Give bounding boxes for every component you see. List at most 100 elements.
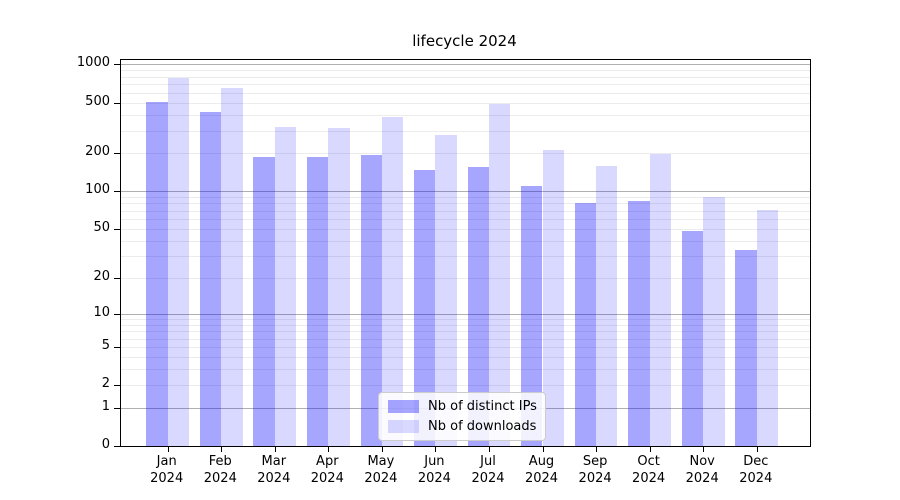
bar-distinct-ips-aug (521, 185, 543, 446)
x-tick-mark (328, 446, 330, 452)
x-tick-label: Sep 2024 (563, 453, 627, 487)
y-tick-mark (114, 446, 120, 447)
gridline-minor (121, 70, 810, 72)
bar-downloads-nov (703, 196, 725, 446)
x-tick-label: Mar 2024 (242, 453, 306, 487)
x-tick-mark (596, 446, 598, 452)
y-tick-mark (114, 313, 120, 315)
gridline-minor (121, 210, 810, 212)
plot-area (114, 59, 811, 452)
gridline-major (121, 313, 810, 315)
bar-downloads-jul (489, 104, 511, 446)
gridline-minor (121, 102, 810, 104)
x-tick-label-year: 2024 (310, 471, 344, 486)
y-tick-mark (114, 64, 120, 66)
y-tick-label: 1000 (76, 55, 110, 71)
bar-distinct-ips-dec (735, 249, 757, 446)
legend-swatch-distinct-ips (388, 400, 419, 413)
x-tick-mark (489, 446, 490, 452)
bar-downloads-may (381, 117, 404, 446)
gridline-minor (121, 277, 810, 279)
x-tick-label-year: 2024 (739, 471, 773, 486)
legend-label-distinct-ips: Nb of distinct IPs (428, 399, 537, 414)
y-tick-mark (114, 191, 120, 193)
x-tick-label: Jan 2024 (135, 453, 199, 487)
bar-downloads-mar (274, 126, 297, 446)
gridline-minor (121, 92, 810, 94)
gridline-minor (121, 196, 810, 198)
bar-distinct-ips-apr (306, 157, 329, 446)
x-tick-mark (703, 446, 705, 452)
x-tick-label-year: 2024 (685, 471, 719, 486)
bar-distinct-ips-nov (681, 231, 704, 446)
x-tick-mark (274, 446, 276, 452)
y-tick-label: 2 (101, 376, 110, 392)
gridline-minor (121, 130, 810, 132)
x-tick-mark (756, 446, 758, 452)
gridline-minor (121, 331, 810, 333)
y-tick-label: 200 (85, 144, 110, 159)
y-tick-label: 1 (101, 398, 110, 414)
gridline-minor (121, 218, 810, 220)
legend-label-downloads: Nb of downloads (428, 419, 537, 434)
bar-distinct-ips-jul (467, 167, 489, 446)
y-tick-mark (114, 277, 120, 279)
gridline-major (121, 64, 810, 66)
y-tick-mark (114, 347, 120, 348)
bar-downloads-dec (756, 209, 779, 446)
y-tick-label: 50 (93, 219, 110, 235)
gridline-minor (121, 153, 810, 154)
y-tick-label: 5 (101, 338, 110, 353)
y-tick-mark (114, 385, 120, 387)
y-tick-label: 20 (93, 268, 110, 284)
y-tick-label: 0 (101, 437, 110, 452)
x-tick-mark (221, 446, 223, 452)
x-tick-label-year: 2024 (471, 471, 505, 486)
x-tick-label-year: 2024 (257, 471, 291, 486)
bar-distinct-ips-may (360, 155, 382, 446)
gridline-minor (121, 357, 810, 359)
y-tick-label: 100 (85, 182, 110, 198)
x-tick-label-year: 2024 (524, 471, 559, 486)
gridline-minor (121, 338, 810, 340)
gridline-minor (121, 385, 810, 387)
y-tick-mark (114, 153, 120, 154)
legend-item-distinct-ips: Nb of distinct IPs (388, 399, 537, 414)
gridline-minor (121, 203, 810, 205)
x-tick-label: Oct 2024 (617, 453, 681, 487)
bar-distinct-ips-feb (199, 111, 222, 446)
x-tick-label-year: 2024 (632, 471, 666, 486)
y-tick-label: 500 (85, 93, 110, 109)
x-tick-label: Dec 2024 (724, 453, 788, 487)
gridline-minor (121, 256, 810, 258)
bar-downloads-feb (221, 88, 243, 446)
gridline-minor (121, 324, 810, 326)
x-tick-mark (167, 446, 169, 452)
x-tick-label: May 2024 (349, 453, 413, 487)
bar-distinct-ips-jan (146, 101, 168, 446)
bar-downloads-sep (596, 166, 618, 446)
y-tick-mark (114, 228, 120, 230)
bar-distinct-ips-sep (574, 202, 597, 446)
x-tick-label: Jul 2024 (456, 453, 520, 487)
legend: Nb of distinct IPs Nb of downloads (378, 392, 546, 441)
x-tick-label: Nov 2024 (670, 453, 734, 487)
x-tick-label-year: 2024 (150, 471, 184, 486)
x-tick-label-year: 2024 (578, 471, 612, 486)
bar-downloads-aug (542, 149, 564, 446)
x-tick-mark (435, 446, 437, 452)
y-tick-mark (114, 102, 120, 104)
bar-distinct-ips-oct (628, 200, 650, 446)
x-tick-label-year: 2024 (417, 471, 451, 486)
bar-downloads-jun (435, 134, 457, 446)
gridline-minor (121, 318, 810, 320)
x-tick-mark (381, 446, 383, 452)
gridline-minor (121, 76, 810, 78)
gridline-minor (121, 347, 810, 348)
legend-item-downloads: Nb of downloads (388, 419, 536, 434)
bar-distinct-ips-mar (253, 157, 275, 446)
x-tick-label: Apr 2024 (295, 453, 359, 487)
x-tick-mark (649, 446, 651, 452)
x-tick-label-year: 2024 (203, 471, 237, 486)
